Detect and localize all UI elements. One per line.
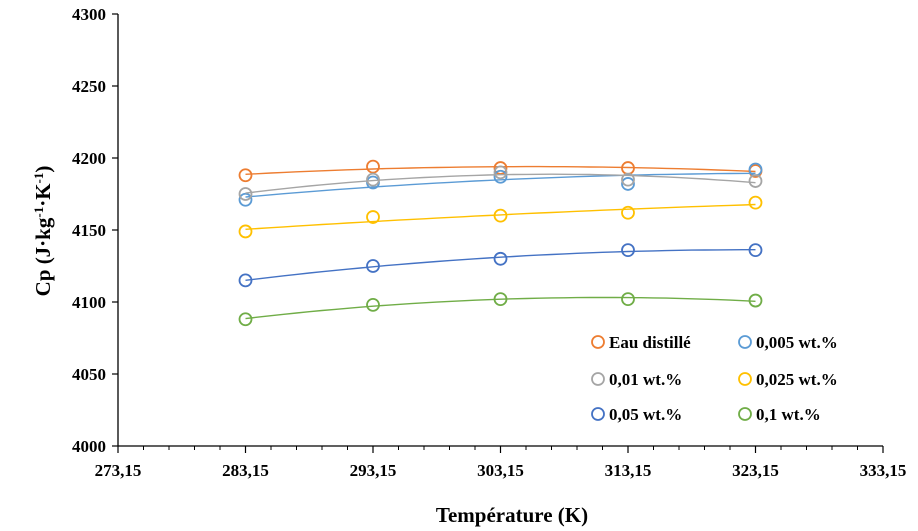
series-group (238, 165, 763, 201)
x-tick-label: 273,15 (95, 461, 142, 480)
legend-item: 0,1 wt.% (738, 405, 821, 424)
x-tick-label: 283,15 (222, 461, 269, 480)
data-point (621, 292, 635, 307)
x-tick-label: 293,15 (350, 461, 397, 480)
y-axis-title-base: Cp (J·kg (31, 217, 55, 296)
x-tick-label: 323,15 (732, 461, 779, 480)
series-trendline (245, 203, 756, 230)
data-point (238, 273, 253, 288)
legend-item: 0,005 wt.% (738, 333, 838, 352)
series-layer (238, 159, 763, 327)
series-trendline (245, 296, 756, 320)
data-point (366, 210, 380, 224)
y-tick-label: 4200 (72, 149, 106, 168)
y-tick-label: 4300 (72, 5, 106, 24)
legend-label: Eau distillé (609, 333, 691, 352)
series-trendline (245, 172, 756, 198)
data-point (366, 259, 380, 273)
legend-marker (591, 407, 605, 421)
y-tick-label: 4100 (72, 293, 106, 312)
data-point (238, 224, 253, 239)
series-group (238, 292, 763, 327)
data-point (493, 169, 508, 184)
data-point (621, 172, 635, 187)
legend-marker (591, 372, 605, 386)
data-point (748, 293, 763, 308)
data-point (493, 165, 508, 180)
data-point (238, 192, 253, 207)
y-axis-title-sup2: -1 (31, 173, 46, 184)
legend-item: 0,025 wt.% (738, 370, 838, 389)
x-tick-label: 303,15 (477, 461, 524, 480)
data-point (748, 195, 763, 210)
data-point (748, 243, 763, 258)
y-axis-title-sup1: -1 (31, 207, 46, 218)
data-point (621, 243, 635, 258)
data-point (366, 297, 380, 312)
legend-marker (738, 372, 752, 386)
legend-label: 0,005 wt.% (756, 333, 838, 352)
data-point (621, 205, 635, 220)
data-point (621, 177, 635, 191)
legend-label: 0,05 wt.% (609, 405, 682, 424)
series-trendline (245, 173, 756, 194)
data-point (493, 208, 508, 223)
data-point (493, 251, 508, 266)
x-axis-title: Température (K) (436, 503, 588, 527)
y-tick-label: 4250 (72, 77, 106, 96)
legend-marker (591, 335, 605, 349)
y-tick-label: 4150 (72, 221, 106, 240)
legend-marker (738, 407, 752, 421)
y-tick-label: 4000 (72, 437, 106, 456)
series-trendline (245, 249, 756, 281)
y-axis-title-mid: ·K (31, 183, 55, 207)
legend-item: 0,05 wt.% (591, 405, 682, 424)
series-group (238, 243, 763, 288)
legend-label: 0,01 wt.% (609, 370, 682, 389)
data-point (238, 312, 253, 327)
legend-item: 0,01 wt.% (591, 370, 682, 389)
legend-label: 0,1 wt.% (756, 405, 821, 424)
axes: 4000 4050 4100 4150 4200 4250 4300 273,15 283,15… (72, 5, 906, 480)
data-point (748, 174, 763, 188)
x-tick-label: 313,15 (605, 461, 652, 480)
y-axis-title-end: ) (31, 166, 55, 173)
data-point (366, 159, 380, 174)
legend-marker (738, 335, 752, 349)
data-point (493, 292, 508, 307)
legend-label: 0,025 wt.% (756, 370, 838, 389)
data-point (238, 187, 253, 201)
legend-item: Eau distillé (591, 333, 691, 352)
x-tick-label: 333,15 (860, 461, 907, 480)
y-axis-title: Cp (J·kg-1·K-1) (31, 166, 56, 297)
data-point (366, 172, 380, 187)
y-tick-label: 4050 (72, 365, 106, 384)
data-point (238, 168, 253, 183)
series-group (238, 195, 763, 239)
legend: Eau distillé 0,005 wt.% 0,01 wt.% 0,025 wt.… (591, 333, 838, 424)
